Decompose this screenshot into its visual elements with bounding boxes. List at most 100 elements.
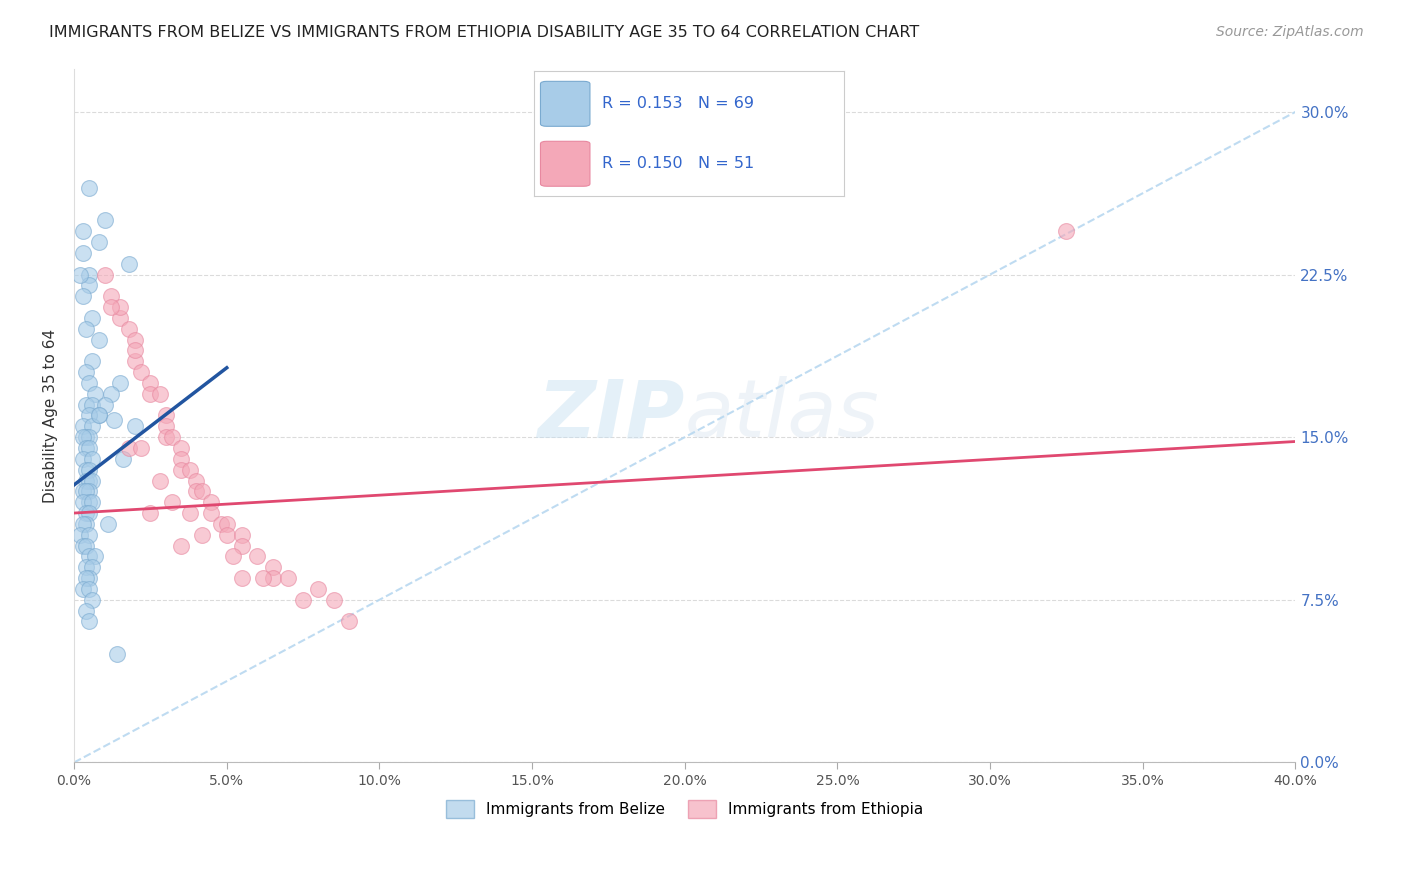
- Point: [84, 386, 107, 401]
- Point: [124, 419, 146, 434]
- Point: [124, 333, 146, 347]
- Point: [79, 430, 101, 444]
- Point: [186, 484, 208, 499]
- Point: [82, 592, 104, 607]
- Point: [179, 463, 201, 477]
- Point: [82, 398, 104, 412]
- Point: [155, 409, 177, 423]
- Point: [72, 289, 94, 303]
- Point: [79, 409, 101, 423]
- Point: [87, 409, 110, 423]
- Point: [170, 451, 193, 466]
- Point: [222, 549, 245, 564]
- Point: [79, 582, 101, 596]
- Point: [93, 398, 115, 412]
- Point: [129, 441, 152, 455]
- Point: [160, 495, 183, 509]
- Text: R = 0.153   N = 69: R = 0.153 N = 69: [602, 96, 755, 112]
- Point: [72, 516, 94, 531]
- Point: [79, 506, 101, 520]
- Point: [246, 549, 269, 564]
- Point: [87, 235, 110, 249]
- Point: [84, 549, 107, 564]
- Point: [79, 549, 101, 564]
- Point: [82, 495, 104, 509]
- Point: [215, 516, 238, 531]
- Y-axis label: Disability Age 35 to 64: Disability Age 35 to 64: [44, 328, 58, 502]
- Point: [79, 463, 101, 477]
- Point: [105, 647, 128, 661]
- Point: [72, 484, 94, 499]
- Point: [72, 451, 94, 466]
- Point: [79, 181, 101, 195]
- Point: [93, 268, 115, 282]
- Point: [72, 430, 94, 444]
- Point: [72, 495, 94, 509]
- Point: [160, 430, 183, 444]
- Text: ZIP: ZIP: [537, 376, 685, 455]
- Point: [200, 495, 222, 509]
- Point: [179, 506, 201, 520]
- Point: [72, 224, 94, 238]
- Point: [79, 268, 101, 282]
- Point: [75, 441, 97, 455]
- Point: [75, 506, 97, 520]
- Point: [111, 451, 134, 466]
- Point: [75, 474, 97, 488]
- Point: [118, 322, 141, 336]
- Point: [79, 527, 101, 541]
- Point: [129, 365, 152, 379]
- Text: R = 0.150   N = 51: R = 0.150 N = 51: [602, 156, 755, 171]
- Point: [75, 560, 97, 574]
- Point: [79, 615, 101, 629]
- Point: [75, 322, 97, 336]
- FancyBboxPatch shape: [540, 141, 591, 186]
- Point: [322, 592, 344, 607]
- Point: [100, 386, 122, 401]
- Point: [277, 571, 299, 585]
- Point: [262, 560, 284, 574]
- Point: [149, 474, 172, 488]
- Point: [69, 527, 91, 541]
- Point: [75, 463, 97, 477]
- Point: [82, 354, 104, 368]
- Point: [72, 582, 94, 596]
- Point: [75, 430, 97, 444]
- Point: [231, 539, 253, 553]
- Point: [337, 615, 360, 629]
- Point: [79, 495, 101, 509]
- Point: [103, 413, 125, 427]
- Point: [231, 527, 253, 541]
- Point: [87, 409, 110, 423]
- Text: Source: ZipAtlas.com: Source: ZipAtlas.com: [1216, 25, 1364, 39]
- Point: [252, 571, 274, 585]
- Point: [75, 365, 97, 379]
- Point: [215, 527, 238, 541]
- Point: [82, 474, 104, 488]
- Point: [139, 506, 162, 520]
- Point: [155, 430, 177, 444]
- Text: atlas: atlas: [685, 376, 880, 455]
- Point: [108, 310, 131, 325]
- Point: [191, 484, 214, 499]
- Point: [262, 571, 284, 585]
- Point: [75, 484, 97, 499]
- Point: [307, 582, 329, 596]
- Point: [87, 333, 110, 347]
- Point: [97, 516, 120, 531]
- Point: [292, 592, 315, 607]
- Point: [108, 376, 131, 390]
- Point: [79, 278, 101, 293]
- Point: [191, 527, 214, 541]
- Point: [79, 484, 101, 499]
- Point: [82, 560, 104, 574]
- Point: [79, 474, 101, 488]
- Point: [75, 539, 97, 553]
- Point: [79, 441, 101, 455]
- Point: [100, 289, 122, 303]
- Point: [75, 571, 97, 585]
- Point: [79, 571, 101, 585]
- Point: [75, 516, 97, 531]
- Point: [186, 474, 208, 488]
- Point: [170, 539, 193, 553]
